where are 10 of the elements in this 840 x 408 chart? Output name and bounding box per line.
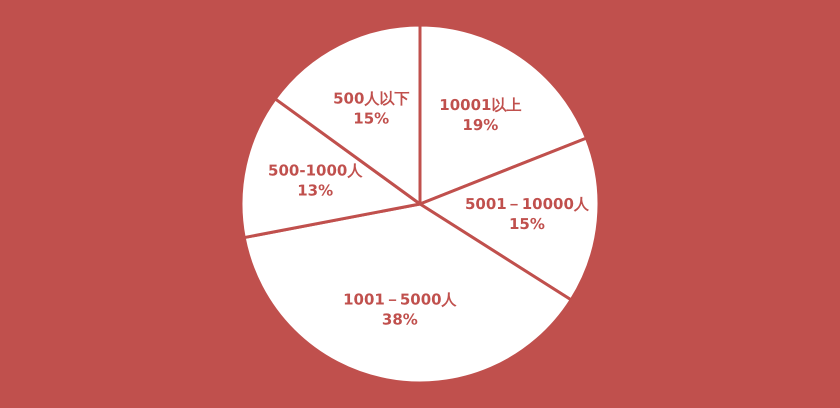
data-label: 19% bbox=[462, 116, 498, 134]
slice-label: 5001－10000人 bbox=[464, 195, 590, 214]
data-label: 15% bbox=[353, 109, 390, 128]
slice-label: 1001－5000人 bbox=[343, 290, 458, 308]
data-label: 15% bbox=[508, 215, 545, 234]
slice-label: 500人以下 bbox=[333, 89, 410, 108]
slice-label: 500-1000人 bbox=[268, 162, 364, 180]
slice-label: 10001以上 bbox=[439, 96, 522, 114]
data-label: 38% bbox=[382, 310, 418, 328]
data-label: 13% bbox=[297, 182, 334, 200]
